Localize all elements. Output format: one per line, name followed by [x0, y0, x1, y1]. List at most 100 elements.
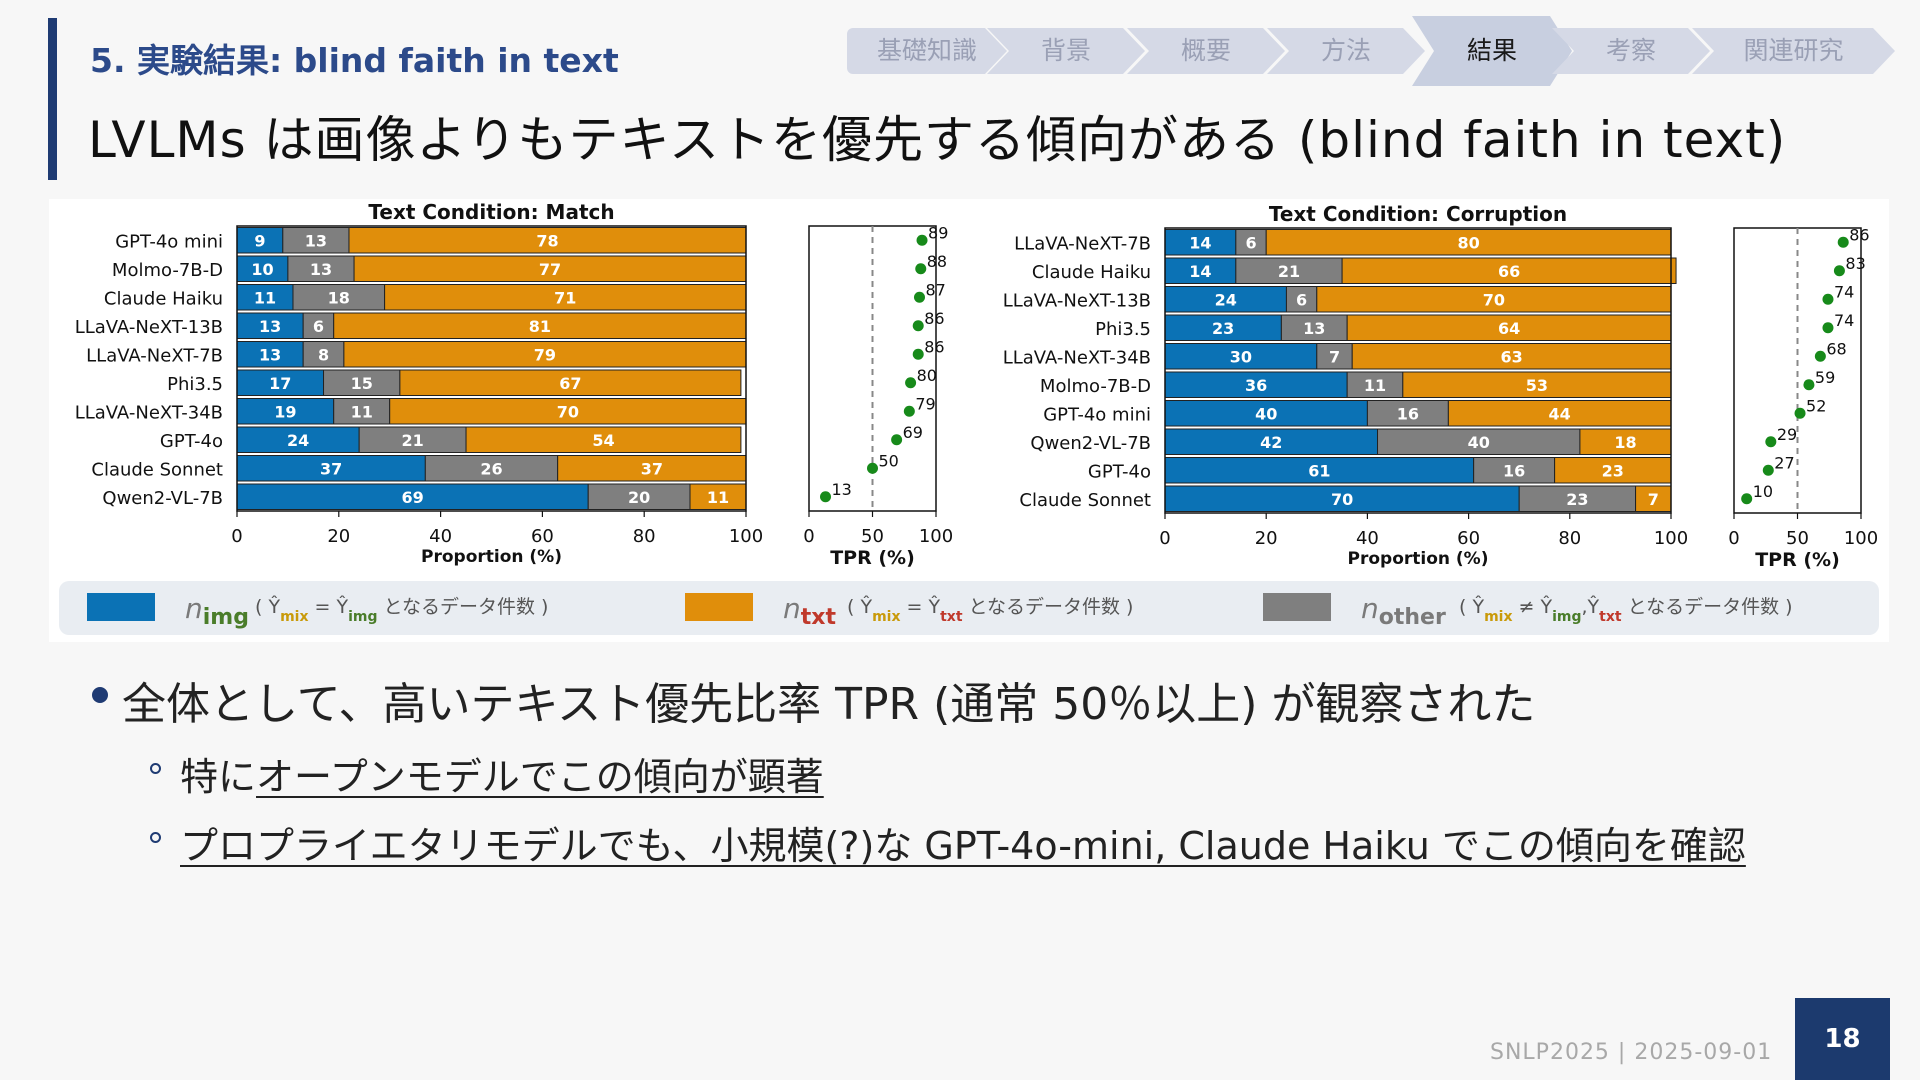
chart1-bar-txt: [348, 227, 747, 254]
chart1-x-tick-label: 20: [327, 526, 350, 547]
tab-background[interactable]: 背景: [987, 28, 1145, 74]
chart2-bar-label: 63: [1500, 347, 1522, 366]
chart2-bar-label: 7: [1329, 347, 1340, 366]
chart1-bar-label: 71: [554, 288, 576, 307]
chart1-bar-label: 10: [251, 260, 273, 279]
chart2-bar-txt: [1316, 286, 1672, 313]
chart2-axes-frame: [1164, 227, 1672, 514]
chart2-bar-label: 30: [1230, 347, 1252, 366]
chart2-bar-label: 23: [1566, 490, 1588, 509]
chart1-bar-label: 70: [557, 402, 579, 421]
chart2-bar-label: 16: [1397, 404, 1419, 423]
chart1-tpr-x-tick-label: 100: [919, 526, 953, 547]
legend-swatch-txt: [685, 593, 753, 621]
chart1-bar-label: 11: [707, 488, 729, 507]
figure-panel: Text Condition: Match 9 13 78 GPT-4o mini 10 1…: [49, 199, 1889, 642]
chart1-tpr-value-label: 88: [927, 252, 947, 271]
chart2-bar-txt: [1554, 457, 1672, 484]
chart2-bar-label: 7: [1648, 490, 1659, 509]
chart1-bar-img: [236, 398, 335, 425]
chart1-bar-label: 13: [305, 231, 327, 250]
tab-results[interactable]: 結果: [1412, 16, 1572, 86]
chart1-bar-txt: [353, 255, 747, 282]
chart2-bar-label: 21: [1278, 262, 1300, 281]
section-heading: 5. 実験結果: blind faith in text: [90, 41, 619, 80]
chart1-tpr-point: [912, 348, 924, 360]
chart2-tpr-point: [1837, 236, 1849, 248]
chart1-bar-label: 78: [536, 231, 558, 250]
chart2-tpr-point: [1741, 493, 1753, 505]
tab-related-work[interactable]: 関連研究: [1692, 28, 1895, 74]
chart1-bar-label: 69: [401, 488, 423, 507]
chart2-bar-txt: [1635, 485, 1672, 512]
chart2-category-label: GPT-4o mini: [1043, 404, 1151, 425]
chart1-category-label: Claude Sonnet: [91, 459, 223, 480]
chart1-x-tick-label: 80: [633, 526, 656, 547]
chart2-bar-other: [1366, 400, 1449, 427]
chart1-tpr-x-axis-label: TPR (%): [830, 547, 915, 569]
chart2-bar-img: [1164, 428, 1379, 455]
legend-box: [59, 581, 1879, 635]
chart2-bar-label: 42: [1260, 433, 1282, 452]
chart2-tpr-value-label: 59: [1815, 368, 1835, 387]
chart2-bar-label: 11: [1364, 376, 1386, 395]
chart2-bar-label: 44: [1549, 404, 1571, 423]
chart1-bar-label: 17: [269, 374, 291, 393]
chart1-bar-label: 9: [254, 231, 265, 250]
chart1-tpr-value-label: 89: [928, 223, 948, 242]
chart2-tpr-point: [1814, 350, 1826, 362]
chart1-bar-other: [587, 483, 691, 510]
chart2-bar-txt: [1265, 229, 1672, 256]
tab-discussion[interactable]: 考察: [1552, 28, 1710, 74]
slide-title: LVLMs は画像よりもテキストを優先する傾向がある (blind faith …: [88, 111, 1787, 169]
chart2-category-label: LLaVA-NeXT-13B: [1003, 290, 1151, 311]
chart1-bar-label: 20: [628, 488, 650, 507]
chart1-bar-label: 21: [401, 431, 423, 450]
chart1-category-label: Phi3.5: [167, 374, 223, 395]
chart1-category-label: LLaVA-NeXT-34B: [75, 402, 223, 423]
chart2-x-tick-label: 0: [1159, 528, 1170, 549]
chart2-bar-txt: [1341, 257, 1677, 284]
chart2-tpr-value-label: 68: [1826, 339, 1846, 358]
chart1-title: Text Condition: Match: [368, 200, 614, 224]
chart2-bar-label: 23: [1212, 319, 1234, 338]
bullet-main: 全体として、高いテキスト優先比率 TPR (通常 50％以上) が観察された: [92, 668, 1746, 732]
chart1-category-label: Claude Haiku: [104, 288, 223, 309]
chart2-tpr-value-label: 10: [1753, 482, 1773, 501]
chart1-x-tick-label: 100: [729, 526, 763, 547]
chart2-bar-label: 53: [1526, 376, 1548, 395]
chart1-bar-label: 37: [320, 459, 342, 478]
chart1-tpr-value-label: 50: [879, 451, 899, 470]
chart1-tpr-point: [867, 462, 878, 474]
bullet-main-text: 全体として、高いテキスト優先比率 TPR (通常 50％以上) が観察された: [122, 679, 1536, 730]
chart2-bar-other: [1235, 257, 1343, 284]
bullet-sub-2: プロプライエタリモデルでも、小規模(?)な GPT-4o-mini, Claud…: [150, 815, 1746, 870]
chart2-category-label: LLaVA-NeXT-34B: [1003, 347, 1151, 368]
page-number: 18: [1795, 998, 1890, 1080]
chart2-bar-other: [1285, 286, 1318, 313]
chart1-category-label: LLaVA-NeXT-7B: [86, 345, 223, 366]
chart1-bar-txt: [557, 455, 747, 482]
chart1-bar-label: 79: [534, 345, 556, 364]
chart1-bar-img: [236, 455, 426, 482]
chart2-bar-label: 6: [1296, 290, 1307, 309]
chart2-category-label: Phi3.5: [1095, 319, 1151, 340]
chart2-bar-txt: [1351, 343, 1672, 370]
chart2-tpr-value-label: 74: [1834, 282, 1854, 301]
tab-method[interactable]: 方法: [1267, 28, 1425, 74]
chart2-tpr-value-label: 52: [1806, 396, 1826, 415]
chart2-bar-other: [1346, 371, 1404, 398]
tab-basics[interactable]: 基礎知識: [847, 28, 1007, 74]
chart2-x-tick-label: 80: [1558, 528, 1581, 549]
chart1-tpr-point: [820, 491, 832, 503]
chart2-bar-txt: [1579, 428, 1672, 455]
chart2-category-label: Qwen2-VL-7B: [1030, 433, 1151, 454]
chart1-category-label: GPT-4o mini: [115, 231, 223, 252]
chart2-bar-img: [1164, 457, 1475, 484]
chart2-category-label: Claude Sonnet: [1019, 490, 1151, 511]
chart2-bar-txt: [1402, 371, 1672, 398]
tab-overview[interactable]: 概要: [1127, 28, 1285, 74]
chart2-category-label: GPT-4o: [1088, 461, 1151, 482]
chart1-bar-other: [358, 426, 467, 453]
chart1-category-label: Molmo-7B-D: [112, 260, 223, 281]
